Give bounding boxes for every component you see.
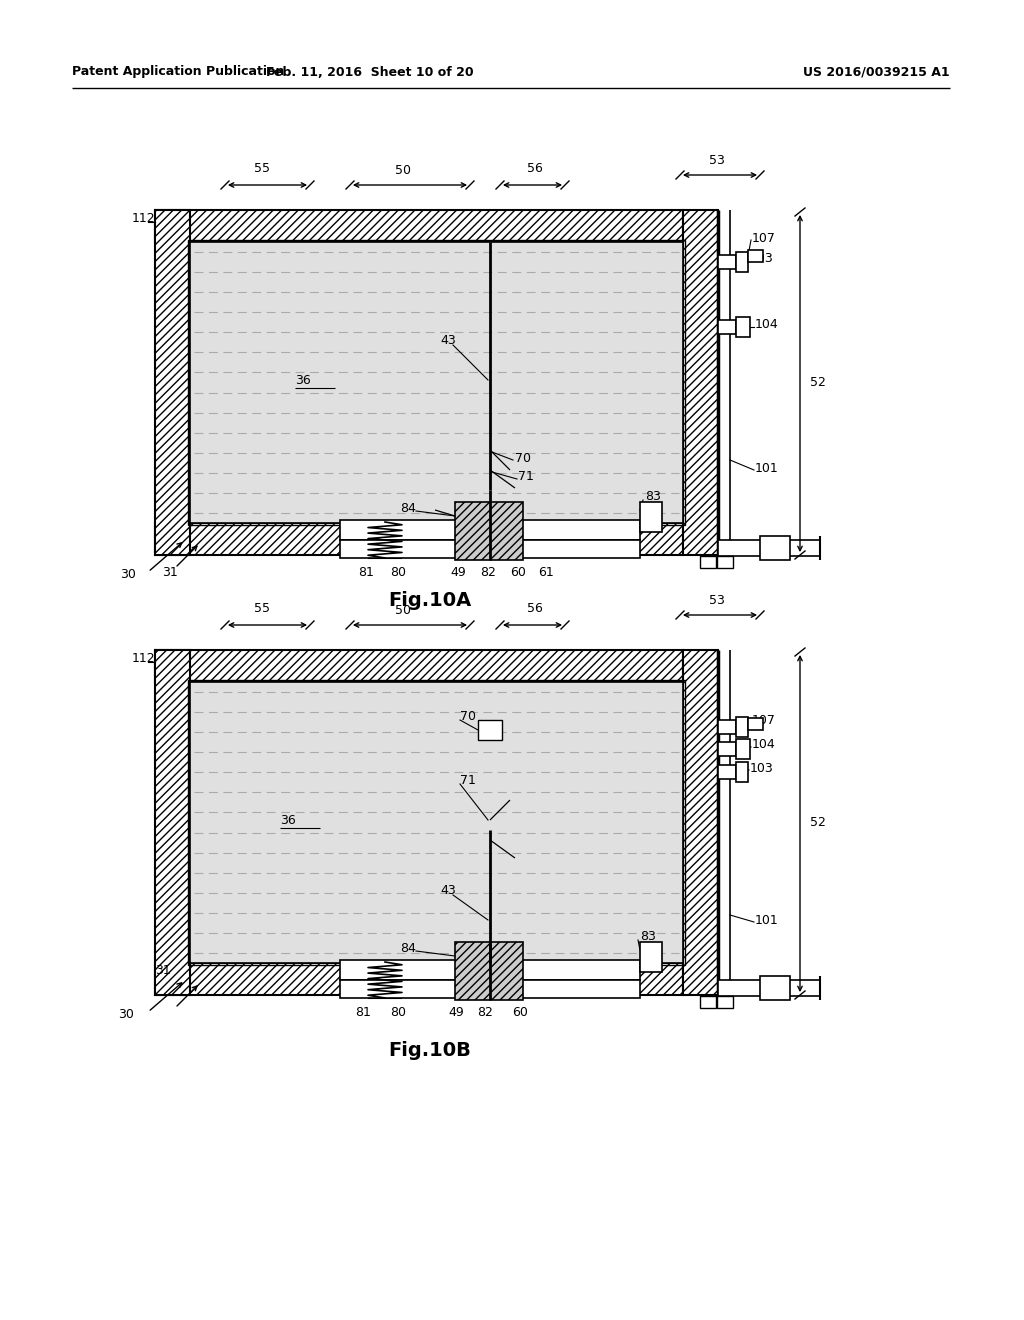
Text: 60: 60 (512, 1006, 528, 1019)
Bar (340, 520, 640, 540)
Text: 36: 36 (280, 813, 296, 826)
Bar (340, 540, 640, 558)
Text: 84: 84 (400, 941, 416, 954)
Text: 56: 56 (527, 161, 543, 174)
Bar (736, 717, 748, 737)
Bar (683, 649, 718, 995)
Bar (640, 942, 662, 972)
Bar (188, 240, 685, 525)
Text: 70: 70 (460, 710, 476, 722)
Text: 55: 55 (254, 161, 270, 174)
Bar (718, 766, 736, 779)
Bar (340, 960, 640, 979)
Text: US 2016/0039215 A1: US 2016/0039215 A1 (804, 66, 950, 78)
Text: 36: 36 (295, 374, 310, 387)
Bar (718, 979, 768, 997)
Text: 53: 53 (709, 594, 725, 606)
Text: 81: 81 (358, 565, 374, 578)
Text: 43: 43 (440, 334, 456, 346)
Text: 102: 102 (748, 982, 772, 994)
Bar (190, 682, 683, 964)
Bar (155, 210, 190, 554)
Text: 81: 81 (355, 1006, 371, 1019)
Bar (760, 975, 790, 1001)
Bar (478, 719, 502, 741)
Bar (736, 739, 750, 759)
Text: 31: 31 (162, 565, 178, 578)
Bar (718, 540, 768, 556)
Bar (700, 997, 716, 1008)
Bar (748, 718, 763, 730)
Text: 83: 83 (645, 491, 660, 503)
Bar (736, 762, 748, 781)
Bar (155, 649, 683, 682)
Text: 52: 52 (810, 817, 826, 829)
Bar (155, 523, 683, 554)
Bar (188, 680, 685, 965)
Bar (718, 255, 736, 269)
Text: 55: 55 (254, 602, 270, 615)
Text: 82: 82 (480, 565, 496, 578)
Bar (717, 997, 733, 1008)
Bar (736, 317, 750, 337)
Bar (455, 502, 523, 560)
Text: 70: 70 (515, 451, 531, 465)
Bar (155, 210, 683, 242)
Bar (640, 502, 662, 532)
Text: 50: 50 (395, 603, 411, 616)
Text: 107: 107 (752, 714, 776, 727)
Text: Patent Application Publication: Patent Application Publication (72, 66, 285, 78)
Text: 30: 30 (118, 1008, 134, 1022)
Text: 103: 103 (750, 762, 774, 775)
Bar (718, 719, 736, 734)
Bar (683, 210, 718, 554)
Text: 53: 53 (709, 153, 725, 166)
Text: 103: 103 (750, 252, 774, 264)
Bar (718, 319, 736, 334)
Text: 84: 84 (400, 502, 416, 515)
Bar (700, 556, 716, 568)
Text: 102: 102 (748, 541, 772, 554)
Bar (190, 242, 683, 523)
Text: Fig.10A: Fig.10A (388, 590, 472, 610)
Text: 101: 101 (755, 913, 778, 927)
Text: 112: 112 (132, 211, 156, 224)
Text: 80: 80 (390, 1006, 406, 1019)
Bar (717, 556, 733, 568)
Bar (155, 964, 683, 995)
Text: 83: 83 (640, 931, 656, 944)
Text: Fig.10B: Fig.10B (388, 1040, 471, 1060)
Text: 61: 61 (538, 565, 554, 578)
Bar (748, 249, 763, 261)
Text: 71: 71 (518, 470, 534, 483)
Text: 71: 71 (460, 774, 476, 787)
Text: 101: 101 (755, 462, 778, 474)
Text: 49: 49 (449, 1006, 464, 1019)
Text: 60: 60 (510, 565, 526, 578)
Bar (760, 536, 790, 560)
Bar (340, 979, 640, 998)
Text: 112: 112 (132, 652, 156, 664)
Bar (736, 252, 748, 272)
Bar (155, 649, 190, 995)
Text: 52: 52 (810, 376, 826, 389)
Text: 82: 82 (477, 1006, 493, 1019)
Text: 104: 104 (755, 318, 778, 331)
Text: 104: 104 (752, 738, 776, 751)
Text: 107: 107 (752, 231, 776, 244)
Bar (718, 742, 736, 756)
Bar (455, 942, 523, 1001)
Text: 30: 30 (120, 569, 136, 582)
Text: Feb. 11, 2016  Sheet 10 of 20: Feb. 11, 2016 Sheet 10 of 20 (266, 66, 474, 78)
Text: 31: 31 (155, 964, 171, 977)
Text: 43: 43 (440, 883, 456, 896)
Text: 50: 50 (395, 164, 411, 177)
Text: 49: 49 (450, 565, 466, 578)
Text: 56: 56 (527, 602, 543, 615)
Text: 80: 80 (390, 565, 406, 578)
